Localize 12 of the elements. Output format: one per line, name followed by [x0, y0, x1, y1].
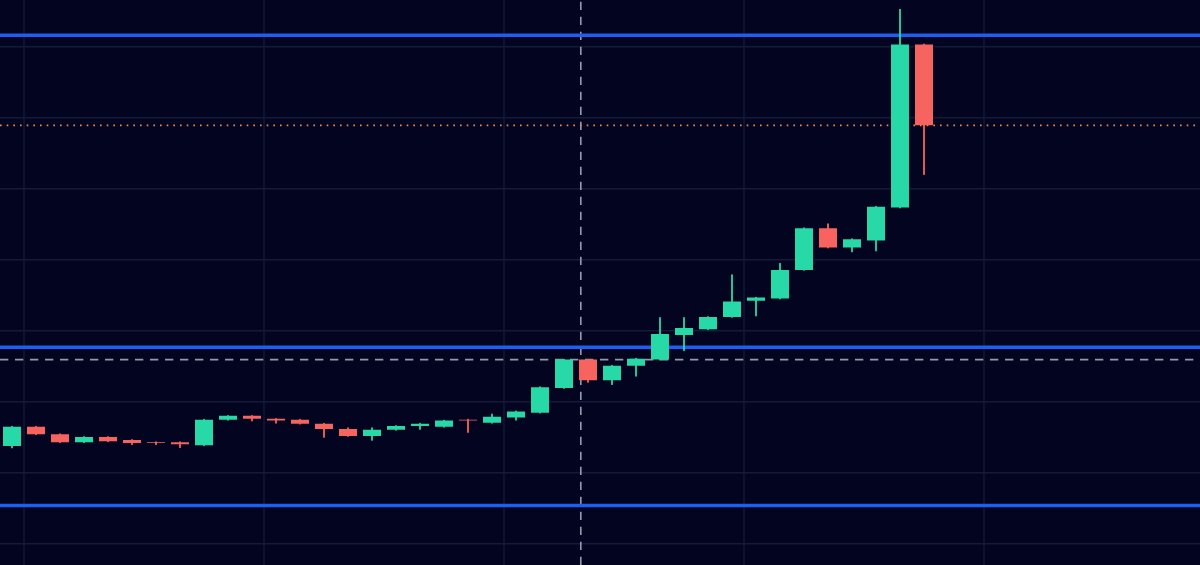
- candlestick: [723, 274, 741, 318]
- candlestick: [3, 425, 21, 449]
- candlestick: [819, 223, 837, 249]
- candlestick: [171, 441, 189, 449]
- candlestick: [411, 422, 429, 430]
- candlestick: [147, 441, 165, 446]
- candlestick: [459, 418, 477, 433]
- candlestick: [267, 417, 285, 424]
- candlestick: [603, 364, 621, 386]
- candlestick: [675, 316, 693, 352]
- candlestick: [579, 358, 597, 383]
- candlestick: [747, 296, 765, 317]
